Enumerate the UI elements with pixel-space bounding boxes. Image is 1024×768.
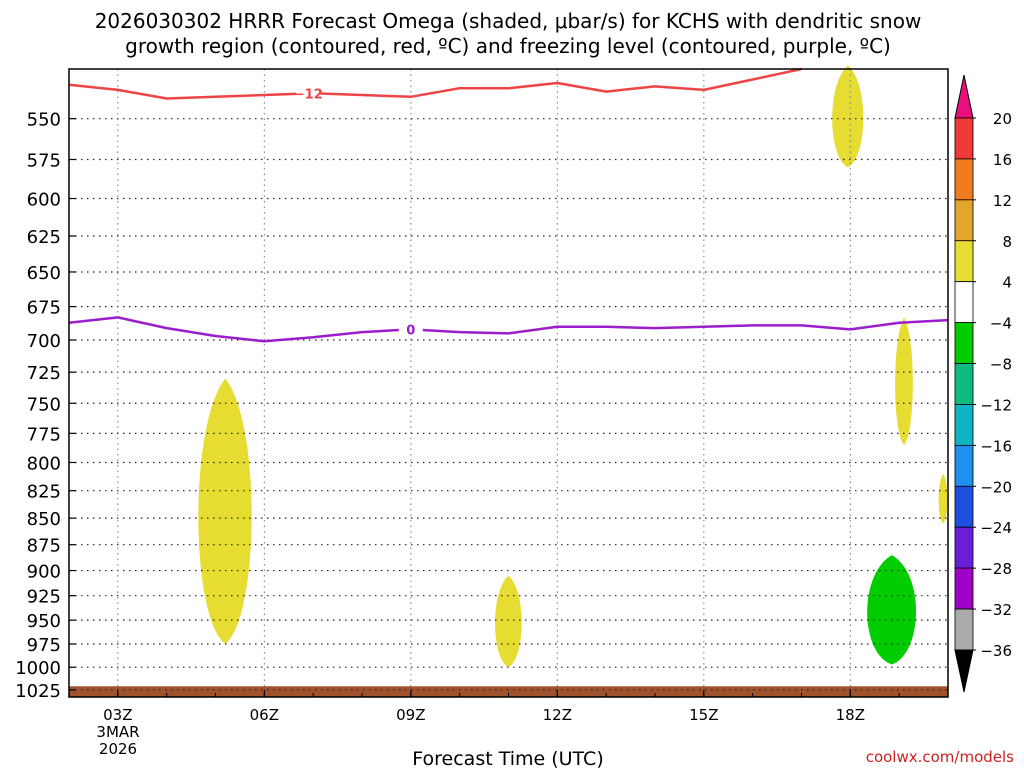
colorbar-label-12: −28 [980, 560, 1012, 578]
x-tick-label-18Z: 18Z [836, 706, 865, 724]
x-date-label-line-2: 2026 [99, 740, 137, 758]
y-tick-label-975: 975 [27, 635, 61, 656]
colorbar-swatch-10 [954, 485, 974, 528]
x-tick-label-03Z: 03Z [103, 706, 132, 724]
y-tick-label-950: 950 [27, 611, 61, 632]
surface-band [69, 686, 948, 697]
colorbar-swatch-8 [954, 404, 974, 446]
omega-shaded-region-5 [938, 473, 948, 524]
colorbar-label-3: 12 [993, 192, 1012, 210]
colorbar-swatch-12 [954, 567, 974, 610]
y-tick-label-550: 550 [27, 110, 61, 131]
colorbar-swatch-3 [954, 199, 974, 242]
colorbar-label-1: 20 [993, 110, 1012, 128]
y-tick-label-875: 875 [27, 536, 61, 557]
y-tick-label-850: 850 [27, 509, 61, 530]
colorbar-swatch-6 [954, 322, 974, 364]
colorbar-swatch-7 [954, 363, 974, 405]
colorbar-swatch-1 [954, 117, 974, 160]
colorbar-label-2: 16 [993, 151, 1012, 169]
contour-line-1 [68, 67, 802, 100]
y-tick-label-750: 750 [27, 394, 61, 415]
colorbar-swatch-13 [954, 608, 974, 651]
y-tick-label-575: 575 [27, 150, 61, 171]
colorbar-label-4: 8 [1002, 233, 1012, 251]
x-axis-title: Forecast Time (UTC) [412, 748, 603, 768]
y-tick-label-650: 650 [27, 263, 61, 284]
colorbar-swatch-9 [954, 444, 974, 487]
colorbar-swatch-5 [954, 281, 974, 324]
colorbar-label-13: −32 [980, 601, 1012, 619]
x-axis: 03Z 06Z 09Z 12Z 15Z 18Z [68, 690, 949, 724]
y-tick-label-900: 900 [27, 562, 61, 583]
colorbar-swatch-4 [954, 240, 974, 283]
colorbar-bottom-arrow [954, 649, 974, 693]
colorbar-label-14: −36 [980, 642, 1012, 660]
y-tick-label-675: 675 [27, 298, 61, 319]
contour-line-2 [68, 316, 949, 343]
colorbar-swatch-11 [954, 526, 974, 569]
colorbar-label-5: 4 [1002, 274, 1012, 292]
colorbar-label-8: −12 [980, 396, 1012, 414]
colorbar-swatch-2 [954, 158, 974, 201]
y-tick-label-825: 825 [27, 482, 61, 503]
footer-credit: coolwx.com/models [866, 748, 1014, 766]
y-tick-label-600: 600 [27, 190, 61, 211]
omega-shading [69, 65, 948, 697]
chart-title-line-2: growth region (contoured, red, ºC) and f… [125, 34, 891, 58]
y-axis: 550 575 600 625 650 675 700 725 750 775 800 825 850 8… [15, 110, 76, 702]
contour-label-2: 0 [406, 323, 415, 338]
x-tick-label-06Z: 06Z [250, 706, 279, 724]
colorbar-label-9: −16 [980, 437, 1012, 455]
y-tick-label-625: 625 [27, 227, 61, 248]
omega-shaded-region-4 [895, 317, 913, 446]
colorbar-label-6: −4 [990, 315, 1012, 333]
y-tick-label-725: 725 [27, 363, 61, 384]
omega-shaded-region-3 [832, 65, 864, 168]
pressure-grid [69, 69, 948, 697]
y-tick-label-775: 775 [27, 424, 61, 445]
x-tick-label-09Z: 09Z [396, 706, 425, 724]
omega-colorbar: 20 16 12 8 4 −4 −8 −12 −16 −20 −24 −28 −32 −36 [954, 74, 1012, 693]
omega-shaded-region-1 [198, 378, 252, 644]
temperature-contours: −12 0 [68, 67, 949, 343]
colorbar-label-11: −24 [980, 519, 1012, 537]
y-tick-label-800: 800 [27, 453, 61, 474]
x-tick-label-12Z: 12Z [543, 706, 572, 724]
y-tick-label-925: 925 [27, 587, 61, 608]
chart-title-line-1: 2026030302 HRRR Forecast Omega (shaded, … [95, 9, 922, 33]
colorbar-label-10: −20 [980, 478, 1012, 496]
y-tick-label-1000: 1000 [15, 658, 61, 679]
y-tick-label-1025: 1025 [15, 681, 61, 702]
contour-label-bg-2 [398, 321, 423, 337]
x-date-label-line-1: 3MAR [96, 723, 139, 741]
colorbar-label-7: −8 [990, 356, 1012, 374]
contour-label-1: −12 [294, 87, 323, 102]
omega-shaded-region-6 [867, 555, 917, 665]
colorbar-top-arrow [954, 74, 974, 119]
contour-label-bg-1 [296, 85, 321, 101]
x-tick-label-15Z: 15Z [689, 706, 718, 724]
y-tick-label-700: 700 [27, 331, 61, 352]
